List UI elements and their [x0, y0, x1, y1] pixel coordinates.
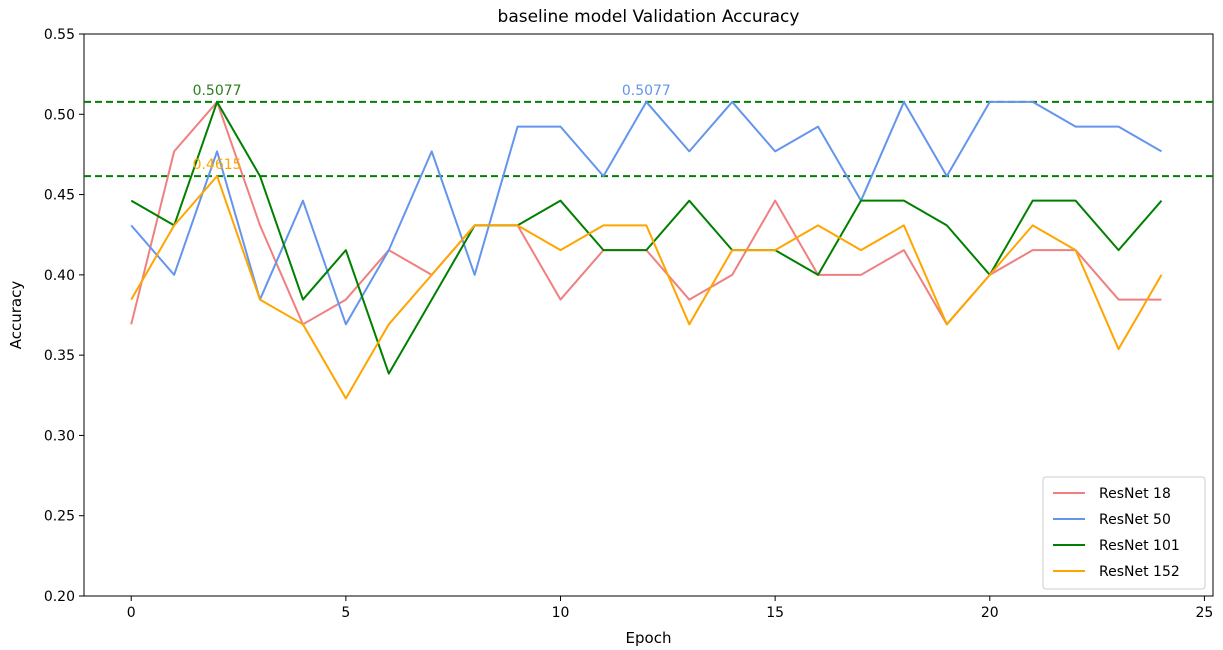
x-axis: 0 5 10 15 20 25: [127, 596, 1214, 621]
chart-title: baseline model Validation Accuracy: [498, 7, 800, 27]
y-axis-title: Accuracy: [7, 281, 25, 350]
y-axis: 0.20 0.25 0.30 0.35 0.40 0.45 0.50 0.55: [44, 27, 84, 605]
legend-box: [1042, 476, 1206, 590]
series-line-resnet-50: [130, 100, 1162, 326]
x-tick-label: 20: [981, 605, 999, 621]
x-tick-label: 25: [1196, 605, 1214, 621]
y-tick-label: 0.20: [44, 589, 75, 605]
x-axis-title: Epoch: [626, 629, 672, 647]
y-tick-label: 0.55: [44, 27, 75, 43]
x-tick-label: 5: [341, 605, 350, 621]
x-tick-label: 10: [552, 605, 570, 621]
y-tick-label: 0.45: [44, 188, 75, 204]
y-tick-label: 0.25: [44, 509, 75, 525]
series-line-resnet-18: [130, 100, 1162, 326]
y-tick-label: 0.35: [44, 348, 75, 364]
plot-area: [83, 33, 1214, 597]
legend-label-resnet-50: ResNet 50: [1099, 512, 1171, 528]
x-tick-label: 0: [127, 605, 136, 621]
y-tick-label: 0.50: [44, 107, 75, 123]
series-lines: [130, 100, 1163, 400]
annotations: 0.5077 0.5077 0.4615: [193, 83, 671, 173]
legend-label-resnet-101: ResNet 101: [1099, 538, 1180, 554]
legend: ResNet 18 ResNet 50 ResNet 101 ResNet 152: [1042, 476, 1206, 590]
y-tick-label: 0.40: [44, 268, 75, 284]
plot-frame: [83, 33, 1214, 597]
x-tick-label: 15: [766, 605, 784, 621]
legend-label-resnet-152: ResNet 152: [1099, 564, 1180, 580]
y-tick-label: 0.30: [44, 428, 75, 444]
annotation-label: 0.5077: [622, 83, 671, 99]
legend-label-resnet-18: ResNet 18: [1099, 486, 1171, 502]
annotation-label: 0.4615: [193, 157, 242, 173]
annotation-label: 0.5077: [193, 83, 242, 99]
series-line-resnet-152: [130, 175, 1163, 400]
